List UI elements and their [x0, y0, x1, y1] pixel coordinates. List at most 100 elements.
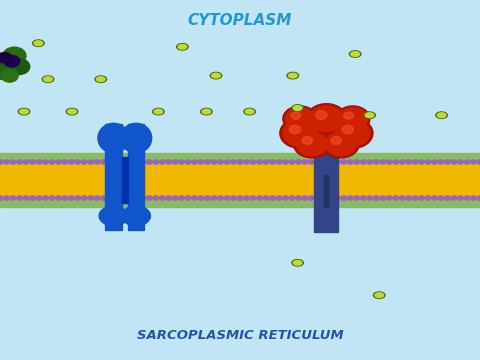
Circle shape — [360, 160, 366, 164]
Ellipse shape — [437, 113, 446, 117]
Circle shape — [348, 196, 353, 200]
Circle shape — [438, 160, 444, 164]
Circle shape — [69, 160, 74, 164]
Circle shape — [380, 196, 385, 200]
Circle shape — [166, 196, 171, 200]
Circle shape — [3, 47, 26, 64]
Circle shape — [477, 196, 480, 200]
Circle shape — [257, 196, 263, 200]
Ellipse shape — [436, 112, 447, 118]
Circle shape — [444, 196, 450, 200]
Circle shape — [283, 196, 288, 200]
Circle shape — [276, 160, 282, 164]
Ellipse shape — [288, 73, 297, 78]
Bar — [314, 146, 338, 232]
Circle shape — [419, 160, 424, 164]
Circle shape — [322, 196, 327, 200]
Circle shape — [432, 196, 437, 200]
Ellipse shape — [373, 292, 385, 298]
Ellipse shape — [245, 109, 254, 114]
Ellipse shape — [95, 76, 107, 82]
Circle shape — [257, 160, 263, 164]
Circle shape — [23, 160, 29, 164]
Circle shape — [302, 137, 312, 144]
Circle shape — [108, 160, 113, 164]
Circle shape — [250, 196, 256, 200]
Circle shape — [224, 160, 230, 164]
Circle shape — [283, 106, 317, 132]
Bar — [122, 157, 128, 203]
Ellipse shape — [212, 73, 220, 78]
Ellipse shape — [364, 112, 375, 118]
Circle shape — [82, 160, 87, 164]
Circle shape — [244, 196, 250, 200]
Ellipse shape — [202, 109, 211, 114]
Circle shape — [306, 104, 347, 134]
Circle shape — [4, 196, 10, 200]
Ellipse shape — [20, 109, 28, 114]
Circle shape — [373, 196, 379, 200]
Circle shape — [62, 160, 68, 164]
Circle shape — [336, 120, 370, 146]
Ellipse shape — [34, 41, 43, 45]
Circle shape — [0, 53, 12, 63]
Circle shape — [380, 160, 385, 164]
Circle shape — [0, 53, 18, 73]
Ellipse shape — [18, 108, 30, 115]
Circle shape — [153, 196, 158, 200]
Circle shape — [341, 160, 347, 164]
Circle shape — [95, 160, 100, 164]
Circle shape — [333, 118, 373, 148]
Circle shape — [95, 196, 100, 200]
Circle shape — [360, 196, 366, 200]
Circle shape — [127, 196, 132, 200]
Circle shape — [88, 196, 94, 200]
Circle shape — [406, 160, 411, 164]
Circle shape — [354, 160, 360, 164]
Circle shape — [325, 132, 357, 156]
Circle shape — [211, 160, 217, 164]
Circle shape — [451, 160, 457, 164]
Circle shape — [354, 196, 360, 200]
Circle shape — [386, 196, 392, 200]
Circle shape — [204, 160, 210, 164]
Circle shape — [276, 196, 282, 200]
Circle shape — [140, 160, 145, 164]
Bar — [324, 175, 328, 207]
Ellipse shape — [292, 260, 303, 266]
Ellipse shape — [153, 108, 164, 115]
Circle shape — [328, 196, 334, 200]
Circle shape — [192, 196, 197, 200]
Ellipse shape — [122, 206, 151, 226]
Circle shape — [114, 196, 120, 200]
Circle shape — [425, 196, 431, 200]
Circle shape — [289, 196, 295, 200]
Circle shape — [30, 196, 36, 200]
Ellipse shape — [154, 109, 163, 114]
Circle shape — [322, 130, 360, 158]
Circle shape — [146, 160, 152, 164]
Circle shape — [179, 160, 184, 164]
Circle shape — [120, 160, 126, 164]
Circle shape — [470, 196, 476, 200]
Circle shape — [88, 160, 94, 164]
Circle shape — [211, 196, 217, 200]
Circle shape — [62, 196, 68, 200]
Circle shape — [224, 196, 230, 200]
Ellipse shape — [99, 206, 128, 226]
Circle shape — [204, 196, 210, 200]
Ellipse shape — [201, 108, 212, 115]
Circle shape — [412, 160, 418, 164]
Circle shape — [133, 160, 139, 164]
Circle shape — [0, 160, 3, 164]
Circle shape — [309, 196, 314, 200]
Circle shape — [263, 196, 269, 200]
Circle shape — [0, 196, 3, 200]
Circle shape — [457, 196, 463, 200]
Bar — [128, 124, 144, 230]
Circle shape — [367, 160, 372, 164]
Circle shape — [217, 196, 223, 200]
Circle shape — [399, 196, 405, 200]
Circle shape — [172, 160, 178, 164]
Circle shape — [192, 160, 197, 164]
